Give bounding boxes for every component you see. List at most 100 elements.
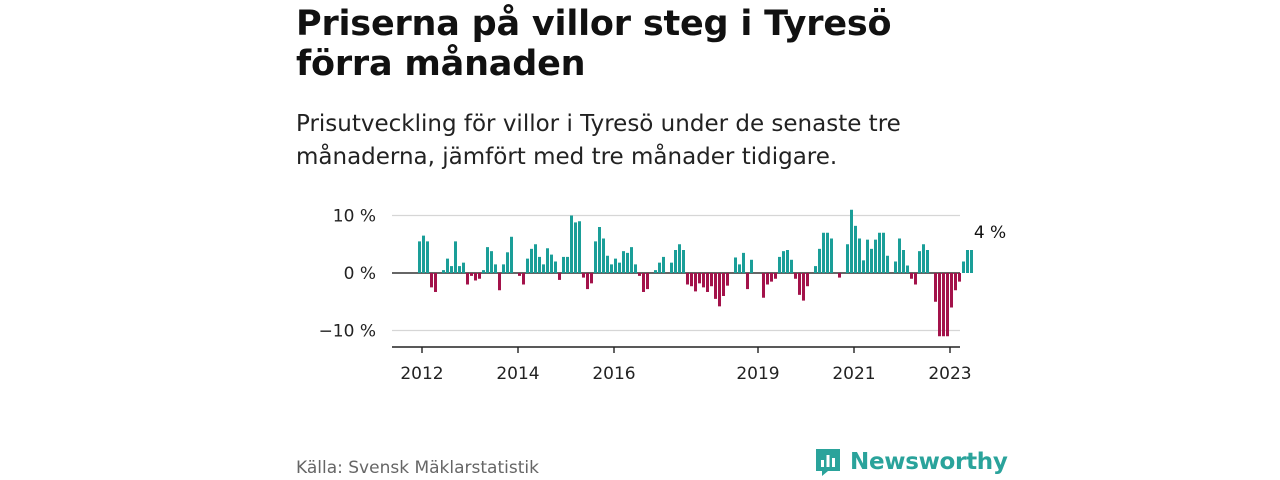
bar [662,256,665,273]
bar [734,257,737,273]
bar [646,273,649,290]
bar [494,264,497,273]
bar [522,273,525,285]
bar [482,270,485,273]
bar [770,273,773,282]
bar [634,264,637,273]
bar [418,241,421,273]
bar [714,273,717,299]
y-axis-labels: 10 % 0 % −10 % [319,207,376,342]
bar [434,273,437,292]
bar [706,273,709,292]
bar [778,256,781,273]
bar [534,244,537,273]
bar [470,273,473,276]
bar [490,251,493,273]
x-tick-label: 2023 [928,364,971,384]
bar [850,209,853,273]
bar [610,264,613,273]
bar [670,262,673,273]
bar [638,273,641,276]
bar [454,241,457,273]
x-tick-label: 2014 [496,364,539,384]
bar [642,273,645,292]
bar [710,273,713,287]
bar [846,244,849,273]
bar [554,261,557,273]
y-tick-label: 10 % [333,207,376,227]
brand-name: Newsworthy [850,449,1008,475]
bar [830,238,833,273]
bar [914,273,917,285]
bar [486,247,489,273]
bar [590,273,593,284]
bar [762,273,765,298]
bar [862,260,865,273]
bar [898,238,901,273]
bar-chart: 10 % 0 % −10 % 2012 2014 2016 2019 2021 2023 4 … [319,207,1007,385]
bar [686,273,689,285]
x-tick-label: 2019 [736,364,779,384]
bar [694,273,697,292]
bar [450,266,453,273]
bar [498,273,501,291]
bar [718,273,721,307]
bar [934,273,937,302]
bar [822,232,825,273]
bar [910,273,913,279]
bar [922,244,925,273]
bar [878,232,881,273]
bar [854,225,857,273]
bar [606,255,609,273]
bar [578,221,581,273]
source-note: Källa: Svensk Mäklarstatistik [296,458,539,478]
bar [902,250,905,273]
bar [882,232,885,273]
bar [506,252,509,273]
newsworthy-logo-icon [816,449,840,476]
bar [654,270,657,273]
bar [598,227,601,273]
bar [698,273,701,284]
bar [874,239,877,273]
bar [970,250,973,273]
bar [570,215,573,273]
bar [586,273,589,290]
bar [518,273,521,276]
bar [558,273,561,280]
bar [958,273,961,282]
bar [462,262,465,273]
bar [502,264,505,273]
bar [690,273,693,287]
bar [594,241,597,273]
bar [802,273,805,301]
bar [814,266,817,273]
bar [826,232,829,273]
x-tick-label: 2012 [400,364,443,384]
bar [526,258,529,273]
bar [726,273,729,286]
x-tick-label: 2016 [592,364,635,384]
bar [542,264,545,273]
bar [858,238,861,273]
bar [742,252,745,273]
bar [622,251,625,273]
y-tick-label: −10 % [319,322,376,342]
bar [466,273,469,285]
brand-logo: Newsworthy [814,447,1008,477]
bar [966,250,969,273]
last-value-label: 4 % [974,223,1006,243]
bar [510,236,513,273]
bar [702,273,705,288]
bar [766,273,769,285]
bar [602,238,605,273]
bars [418,209,973,337]
bar [838,273,841,278]
bar [954,273,957,291]
bar [682,250,685,273]
bar [906,265,909,273]
bar [678,244,681,273]
bar [794,273,797,279]
bar [550,254,553,273]
bar [562,256,565,273]
